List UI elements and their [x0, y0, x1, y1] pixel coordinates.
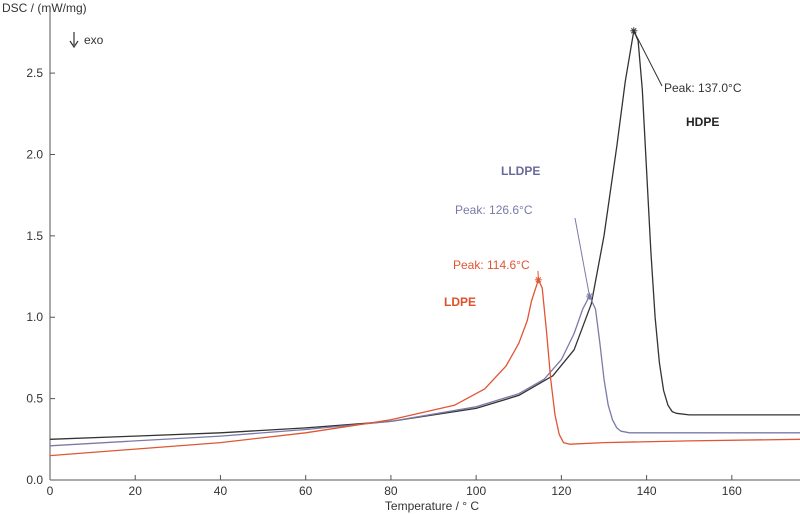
peak-label-hdpe: Peak: 137.0°C — [664, 81, 742, 95]
x-axis-label: Temperature / ° C — [385, 499, 480, 513]
peak-label-ldpe: Peak: 114.6°C — [453, 258, 530, 272]
y-axis: 0.0 0.5 1.0 1.5 2.0 2.5 — [26, 66, 55, 487]
plot-frame — [49, 8, 800, 481]
exo-direction-label: exo — [84, 33, 104, 47]
series-line-lldpe — [49, 295, 800, 447]
peak-label-lldpe: Peak: 126.6°C — [455, 203, 533, 217]
x-tick-label: 40 — [214, 484, 228, 498]
x-tick-label: 160 — [722, 484, 742, 498]
x-tick-label: 80 — [384, 484, 398, 498]
y-tick-label: 1.5 — [26, 229, 43, 243]
x-axis: 0 20 40 60 80 100 120 140 160 — [47, 475, 742, 498]
x-tick-label: 140 — [637, 484, 657, 498]
y-axis-label: DSC / (mW/mg) — [2, 1, 87, 15]
peak-marker-ldpe — [534, 276, 542, 284]
peak-marker-lldpe — [585, 292, 593, 300]
x-tick-label: 100 — [466, 484, 486, 498]
peak-marker-hdpe — [630, 27, 638, 35]
down-arrow-icon — [69, 32, 79, 49]
series-name-lldpe: LLDPE — [501, 164, 540, 178]
x-tick-label: 0 — [47, 484, 54, 498]
x-tick-label: 20 — [129, 484, 143, 498]
peak-leader-lldpe — [574, 217, 590, 297]
x-tick-label: 120 — [551, 484, 571, 498]
peak-leader-hdpe — [633, 30, 663, 87]
series-line-ldpe — [49, 279, 800, 457]
y-tick-label: 1.0 — [26, 310, 43, 324]
y-tick-label: 2.0 — [26, 147, 43, 161]
annotation-layer: Peak: 137.0°C HDPE Peak: 126.6°C LLDPE Peak:… — [444, 27, 742, 309]
y-tick-label: 0.5 — [26, 392, 43, 406]
y-tick-label: 2.5 — [26, 66, 43, 80]
series-name-hdpe: HDPE — [686, 115, 719, 129]
x-tick-label: 60 — [299, 484, 313, 498]
series-name-ldpe: LDPE — [444, 295, 476, 309]
y-tick-label: 0.0 — [26, 473, 43, 487]
